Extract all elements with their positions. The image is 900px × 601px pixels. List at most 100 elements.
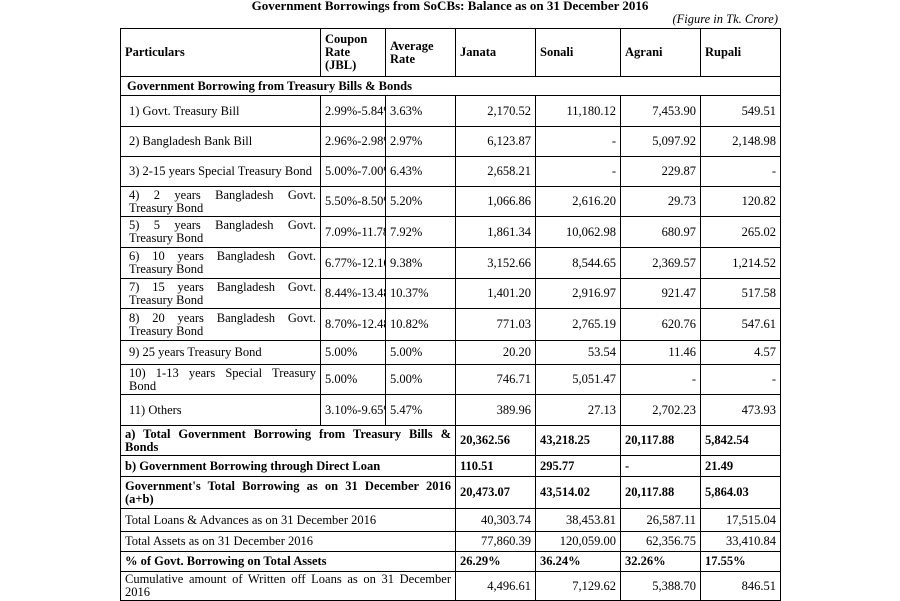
header-cell: Particulars [120,28,321,77]
row-label: Total Loans & Advances as on 31 December… [120,508,456,532]
cell: 2,702.23 [620,394,701,426]
cell: 110.51 [455,455,536,477]
row-label: 1) Govt. Treasury Bill [120,95,321,127]
table-row: Total Assets as on 31 December 2016 77,86… [120,531,781,552]
cell: 2,616.20 [535,186,621,217]
table-row: 5) 5 years Bangladesh Govt. Treasury Bon… [120,216,781,248]
cell: 8.44%-13.48% [320,278,386,309]
table-row: a) Total Government Borrowing from Treas… [120,425,781,456]
cell: 8,544.65 [535,247,621,279]
row-label: 7) 15 years Bangladesh Govt. Treasury Bo… [120,278,321,309]
table-row: 9) 25 years Treasury Bond 5.00% 5.00% 20.20… [120,340,781,365]
cell: 21.49 [700,455,781,477]
header-cell: Average Rate [385,28,456,77]
cell: 5.20% [385,186,456,217]
cell: 3.10%-9.65% [320,394,386,426]
row-label: 10) 1-13 years Special Treasury Bond [120,364,321,395]
cell: - [700,364,781,395]
header-cell: Sonali [535,28,621,77]
cell: 10.82% [385,308,456,341]
table-row: Total Loans & Advances as on 31 December… [120,508,781,532]
table-row: b) Government Borrowing through Direct L… [120,455,781,477]
cell: 2,170.52 [455,95,536,127]
borrowing-table: Particulars Coupon Rate (JBL) Average Rate… [120,28,781,601]
cell: 5.00%-7.00% [320,156,386,187]
header-cell: Agrani [620,28,701,77]
cell: 62,356.75 [620,531,701,552]
cell: 32.26% [620,551,701,572]
cell: 43,514.02 [535,476,621,509]
cell: 20.20 [455,340,536,365]
cell: 2,916.97 [535,278,621,309]
table-row: Government's Total Borrowing as on 31 De… [120,476,781,509]
cell: - [620,455,701,477]
header-cell: Coupon Rate (JBL) [320,28,386,77]
cell: - [535,156,621,187]
row-label: Total Assets as on 31 December 2016 [120,531,456,552]
cell: 8.70%-12.48% [320,308,386,341]
cell: 29.73 [620,186,701,217]
cell: 295.77 [535,455,621,477]
cell: 547.61 [700,308,781,341]
cell: 6.77%-12.16% [320,247,386,279]
unit-note: (Figure in Tk. Crore) [672,12,778,26]
cell: 11.46 [620,340,701,365]
cell: 5,388.70 [620,571,701,601]
header-cell: Janata [455,28,536,77]
row-label: b) Government Borrowing through Direct L… [120,455,456,477]
cell: 20,362.56 [455,425,536,456]
row-label: 11) Others [120,394,321,426]
cell: 36.24% [535,551,621,572]
table-row: 2) Bangladesh Bank Bill2.96%-2.98%2.97%6… [120,126,781,157]
cell: 10.37% [385,278,456,309]
cell: 20,473.07 [455,476,536,509]
section-row: Government Borrowing from Treasury Bills… [120,76,781,96]
cell: 4,496.61 [455,571,536,601]
cell: 229.87 [620,156,701,187]
row-label: Government's Total Borrowing as on 31 De… [120,476,456,509]
row-label: 2) Bangladesh Bank Bill [120,126,321,157]
cell: 680.97 [620,216,701,248]
cell: 771.03 [455,308,536,341]
cell: 77,860.39 [455,531,536,552]
cell: 2.96%-2.98% [320,126,386,157]
table-body: Government Borrowing from Treasury Bills… [120,76,781,601]
cell: 2,148.98 [700,126,781,157]
cell: 1,066.86 [455,186,536,217]
cell: 26.29% [455,551,536,572]
cell: - [535,126,621,157]
table-row: 7) 15 years Bangladesh Govt. Treasury Bo… [120,278,781,309]
cell: 7,453.90 [620,95,701,127]
cell: 2,369.57 [620,247,701,279]
table-row: 4) 2 years Bangladesh Govt. Treasury Bon… [120,186,781,217]
cell: 40,303.74 [455,508,536,532]
cell: 9.38% [385,247,456,279]
cell: 7,129.62 [535,571,621,601]
cell: 4.57 [700,340,781,365]
cell: 5.00% [385,340,456,365]
cell: 1,861.34 [455,216,536,248]
row-label: a) Total Government Borrowing from Treas… [120,425,456,456]
cell: 5,842.54 [700,425,781,456]
cell: 7.92% [385,216,456,248]
cell: 746.71 [455,364,536,395]
cell: 10,062.98 [535,216,621,248]
cell: 5.00% [385,364,456,395]
header-row: Particulars Coupon Rate (JBL) Average Rate… [120,28,781,77]
cell: 2.99%-5.84% [320,95,386,127]
cell: 43,218.25 [535,425,621,456]
title: Government Borrowings from SoCBs: Balanc… [251,0,649,13]
cell: - [700,156,781,187]
cell: 17,515.04 [700,508,781,532]
cell: 620.76 [620,308,701,341]
cell: 265.02 [700,216,781,248]
cell: 921.47 [620,278,701,309]
cell: 473.93 [700,394,781,426]
cell: 5.50%-8.50% [320,186,386,217]
cell: 17.55% [700,551,781,572]
table-row: % of Govt. Borrowing on Total Assets 26.2… [120,551,781,572]
cell: 389.96 [455,394,536,426]
cell: 26,587.11 [620,508,701,532]
